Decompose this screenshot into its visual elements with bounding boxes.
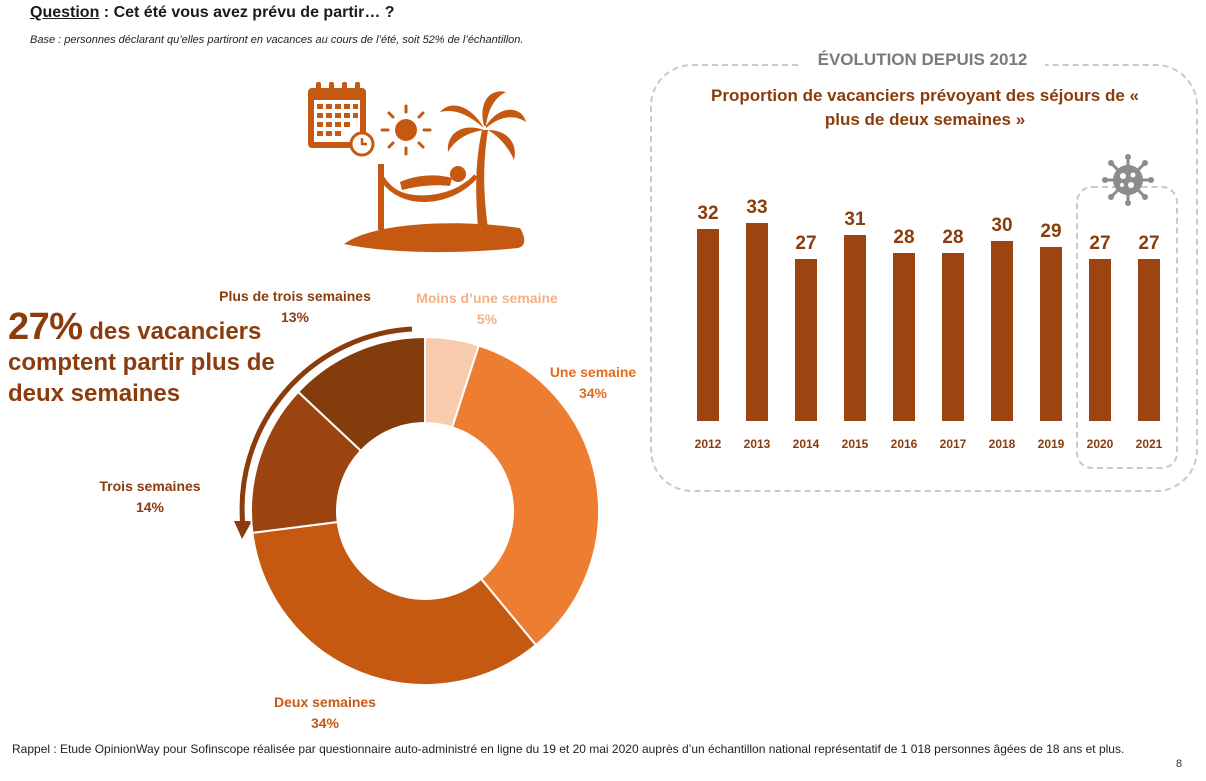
bar-value-label: 28 (893, 227, 914, 248)
bar-2018 (991, 241, 1013, 421)
bar-category-label: 2015 (842, 437, 869, 451)
donut-label-une-semaine: Une semaine 34% (535, 362, 651, 404)
virus-icon (1102, 154, 1154, 206)
slice-percent: 14% (135, 499, 165, 515)
calendar-clock-icon (308, 82, 375, 157)
question-label: Question (30, 4, 100, 21)
page-number: 8 (1176, 758, 1183, 770)
bar-category-label: 2012 (695, 437, 722, 451)
sun-icon (380, 104, 432, 156)
curved-arrow (234, 326, 413, 539)
slice-percent: 13% (280, 309, 310, 325)
slice-category: Plus de trois semaines (219, 288, 371, 304)
slice-percent: 34% (578, 385, 608, 401)
donut-slice-1 (450, 344, 600, 647)
bar-value-label: 32 (697, 203, 718, 224)
bar-value-label: 33 (746, 197, 767, 218)
bar-category-label: 2013 (744, 437, 771, 451)
question-line: Question : Cet été vous avez prévu de pa… (30, 4, 395, 22)
bar-2020 (1089, 259, 1111, 421)
headline-text-inline: des vacanciers (82, 318, 262, 345)
bar-category-label: 2018 (989, 437, 1016, 451)
bar-category-label: 2014 (793, 437, 820, 451)
bar-value-label: 31 (844, 209, 866, 230)
slice-category: Deux semaines (274, 694, 376, 710)
bar-2015 (844, 235, 866, 421)
island-icon (344, 223, 525, 253)
footer-note: Rappel : Etude OpinionWay pour Sofinscop… (12, 742, 1125, 756)
slice-category: Moins d’une semaine (416, 290, 558, 306)
bar-category-label: 2019 (1038, 437, 1065, 451)
bar-2012 (697, 229, 719, 421)
slice-category: Une semaine (549, 364, 637, 380)
donut-slices (250, 335, 600, 686)
bar-category-label: 2016 (891, 437, 918, 451)
bar-value-label: 28 (942, 227, 963, 248)
bar-2021 (1138, 259, 1160, 421)
donut-label-deux-semaines: Deux semaines 34% (248, 692, 402, 734)
base-note: Base : personnes déclarant qu’elles part… (30, 34, 524, 46)
bar-category-label: 2020 (1087, 437, 1114, 451)
bar-2017 (942, 253, 964, 421)
donut-label-trois-semaines: Trois semaines 14% (80, 476, 220, 518)
palm-tree-icon (440, 91, 526, 228)
slice-percent: 5% (476, 311, 498, 327)
evolution-title: ÉVOLUTION DEPUIS 2012 (800, 48, 1045, 72)
donut-label-plus-de-trois-semaines: Plus de trois semaines 13% (190, 286, 400, 328)
bar-value-label: 27 (1089, 233, 1110, 254)
donut-label-moins-d-une-semaine: Moins d’une semaine 5% (396, 288, 578, 330)
bar-2013 (746, 223, 768, 421)
evolution-subtitle: Proportion de vacanciers prévoyant des s… (711, 86, 1139, 129)
headline: 27% des vacanciers comptent partir plus d… (8, 308, 298, 409)
headline-text-rest: comptent partir plus de deux semaines (8, 349, 275, 407)
donut-slice-4 (296, 335, 426, 453)
bar-category-label: 2021 (1136, 437, 1163, 451)
bar-value-label: 27 (795, 233, 816, 254)
hammock-person-icon (378, 164, 478, 230)
bar-value-label: 30 (991, 215, 1012, 236)
bar-value-label: 29 (1040, 221, 1061, 242)
headline-percent: 27% (8, 306, 83, 348)
bar-2014 (795, 259, 817, 421)
slice-category: Trois semaines (99, 478, 201, 494)
bar-2019 (1040, 247, 1062, 421)
donut-slice-2 (251, 520, 538, 686)
question-text: : Cet été vous avez prévu de partir… ? (99, 4, 395, 21)
vacation-illustration (308, 82, 526, 253)
bar-category-label: 2017 (940, 437, 967, 451)
bar-marks: 32 2012 33 2013 27 2014 31 2015 28 2016 28 2017 30 20… (695, 197, 1163, 451)
slice-percent: 34% (310, 715, 340, 731)
bar-2016 (893, 253, 915, 421)
bar-value-label: 27 (1138, 233, 1159, 254)
